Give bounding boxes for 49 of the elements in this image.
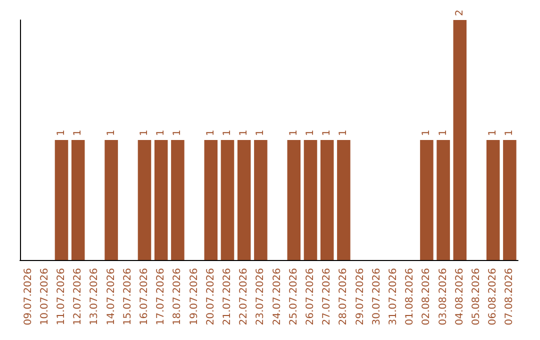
data-label: 1	[322, 130, 333, 136]
data-label: 1	[255, 130, 266, 136]
x-tick-label: 24.07.2026	[272, 268, 283, 326]
x-tick-label: 12.07.2026	[72, 268, 84, 326]
x-tick-label: 22.07.2026	[238, 268, 250, 326]
data-label: 1	[338, 130, 350, 136]
x-tick-label: 20.07.2026	[205, 268, 216, 326]
x-tick-label: 31.07.2026	[388, 268, 399, 326]
x-tick-label: 09.07.2026	[22, 268, 34, 326]
data-label: 1	[421, 130, 432, 136]
data-label: 1	[106, 130, 117, 136]
data-label: 1	[172, 130, 184, 136]
x-tick-label: 14.07.2026	[106, 268, 117, 326]
x-tick-label: 10.07.2026	[39, 268, 50, 326]
data-label: 2	[454, 10, 466, 16]
x-tick-label: 15.07.2026	[122, 268, 134, 326]
data-label: 1	[438, 130, 449, 136]
x-tick-label: 16.07.2026	[139, 268, 150, 326]
x-tick-label: 30.07.2026	[371, 268, 382, 326]
x-tick-label: 11.07.2026	[56, 268, 67, 326]
x-tick-label: 03.08.2026	[438, 268, 449, 326]
x-tick-label: 05.08.2026	[471, 268, 482, 326]
x-tick-label: 04.08.2026	[454, 268, 466, 326]
data-label: 1	[139, 130, 150, 136]
data-label: 1	[222, 130, 233, 136]
x-tick-label: 17.07.2026	[156, 268, 167, 326]
data-label: 1	[238, 130, 250, 136]
x-tick-label: 25.07.2026	[288, 268, 300, 326]
data-label: 1	[205, 130, 216, 136]
x-tick-label: 06.08.2026	[488, 268, 499, 326]
data-label: 1	[504, 130, 516, 136]
data-label: 1	[288, 130, 300, 136]
x-tick-label: 19.07.2026	[188, 268, 200, 326]
x-tick-label: 23.07.2026	[255, 268, 266, 326]
data-label: 1	[72, 130, 84, 136]
x-tick-label: 21.07.2026	[222, 268, 233, 326]
x-tick-label: 01.08.2026	[404, 268, 416, 326]
x-tick-label: 02.08.2026	[421, 268, 432, 326]
x-tick-label: 18.07.2026	[172, 268, 184, 326]
x-tick-label: 29.07.2026	[354, 268, 366, 326]
data-label: 1	[156, 130, 167, 136]
x-tick-label: 13.07.2026	[89, 268, 100, 326]
data-label: 1	[56, 130, 67, 136]
x-tick-label: 28.07.2026	[338, 268, 350, 326]
data-label: 1	[488, 130, 499, 136]
x-tick-label: 07.08.2026	[504, 268, 516, 326]
x-tick-label: 27.07.2026	[322, 268, 333, 326]
x-tick-label: 26.07.2026	[305, 268, 316, 326]
data-label: 1	[305, 130, 316, 136]
